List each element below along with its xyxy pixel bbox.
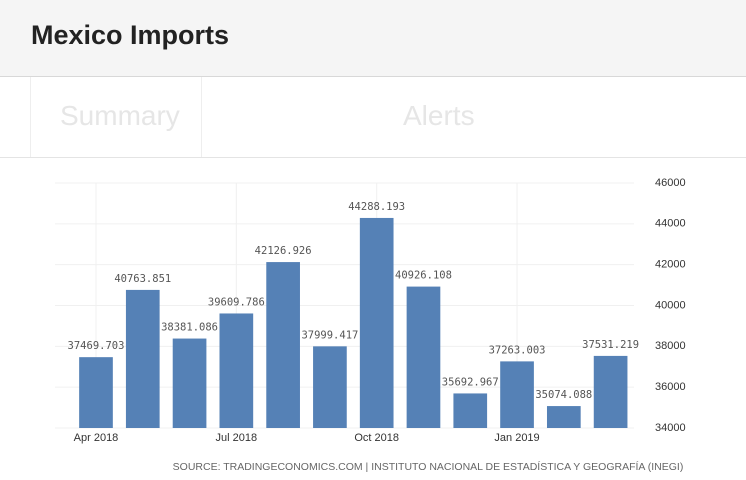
x-tick-label: Apr 2018 <box>74 432 119 444</box>
source: SOURCE: TRADINGECONOMICS.COM | INSTITUTO… <box>173 460 684 473</box>
value-label: 40763.851 <box>114 273 171 285</box>
bar <box>313 346 347 428</box>
value-label: 39609.786 <box>208 296 265 308</box>
bar <box>359 217 394 428</box>
bar <box>219 313 254 428</box>
y-tick-label: 36000 <box>655 381 686 393</box>
y-tick-label: 34000 <box>655 422 686 434</box>
x-tick-label: Jul 2018 <box>216 432 258 444</box>
bar <box>266 262 300 428</box>
value-label: 40926.108 <box>395 270 452 282</box>
value-label: 35692.967 <box>442 376 499 388</box>
x-tick-label: Jan 2019 <box>494 432 539 444</box>
value-label: 37469.703 <box>68 340 125 352</box>
tab-box <box>30 77 202 157</box>
value-label: 42126.926 <box>255 245 312 257</box>
x-tick-label: Oct 2018 <box>354 432 399 444</box>
value-label: 35074.088 <box>535 389 592 401</box>
bar <box>593 355 628 428</box>
value-label: 44288.193 <box>348 201 405 213</box>
page-title: Mexico Imports <box>31 20 230 50</box>
tab[interactable]: Summary <box>60 100 180 131</box>
value-label: 38381.086 <box>161 322 218 334</box>
tab[interactable]: Alerts <box>403 100 475 131</box>
header: Mexico Imports <box>0 0 746 77</box>
bar <box>125 289 160 428</box>
bar <box>546 406 581 428</box>
bar <box>172 338 207 428</box>
bar <box>453 393 488 428</box>
y-tick-label: 44000 <box>655 218 686 230</box>
bar <box>500 361 534 428</box>
divider <box>0 157 746 158</box>
bar <box>79 357 113 428</box>
y-tick-label: 42000 <box>655 259 686 271</box>
value-label: 37999.417 <box>301 329 358 341</box>
y-tick-label: 46000 <box>655 177 686 189</box>
value-label: 37263.003 <box>489 344 546 356</box>
y-tick-label: 38000 <box>655 340 686 352</box>
bar <box>406 286 441 428</box>
value-label: 37531.219 <box>582 339 639 351</box>
y-tick-label: 40000 <box>655 299 686 311</box>
